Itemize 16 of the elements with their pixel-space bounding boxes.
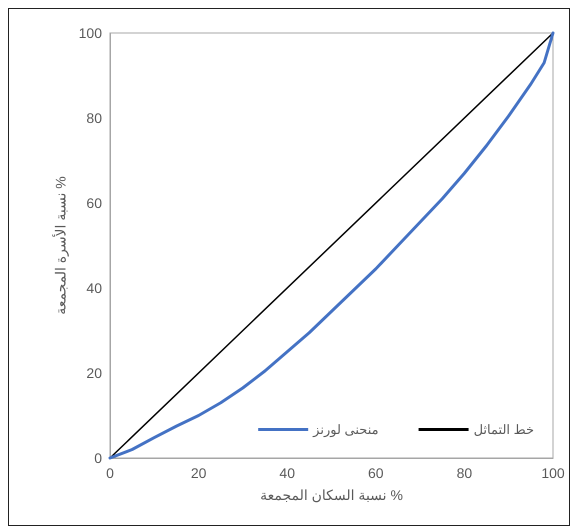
legend-label: منحنى لورنز [312, 422, 379, 438]
x-tick-label: 0 [106, 465, 114, 481]
x-tick-label: 40 [279, 465, 296, 481]
x-axis-title: نسبة السكان المجمعة % [260, 487, 403, 503]
y-tick-label: 0 [94, 450, 102, 466]
x-tick-label: 20 [190, 465, 207, 481]
y-tick-label: 40 [86, 280, 102, 296]
legend-label: خط التماثل [474, 422, 534, 437]
x-tick-label: 100 [541, 465, 565, 481]
y-tick-label: 80 [86, 110, 102, 126]
x-tick-label: 80 [456, 465, 472, 481]
y-tick-label: 100 [78, 25, 102, 41]
x-tick-label: 60 [368, 465, 384, 481]
y-tick-label: 60 [86, 195, 102, 211]
y-tick-label: 20 [86, 365, 102, 381]
y-axis-title: نسبة الأسرة المجمعة % [52, 176, 70, 315]
